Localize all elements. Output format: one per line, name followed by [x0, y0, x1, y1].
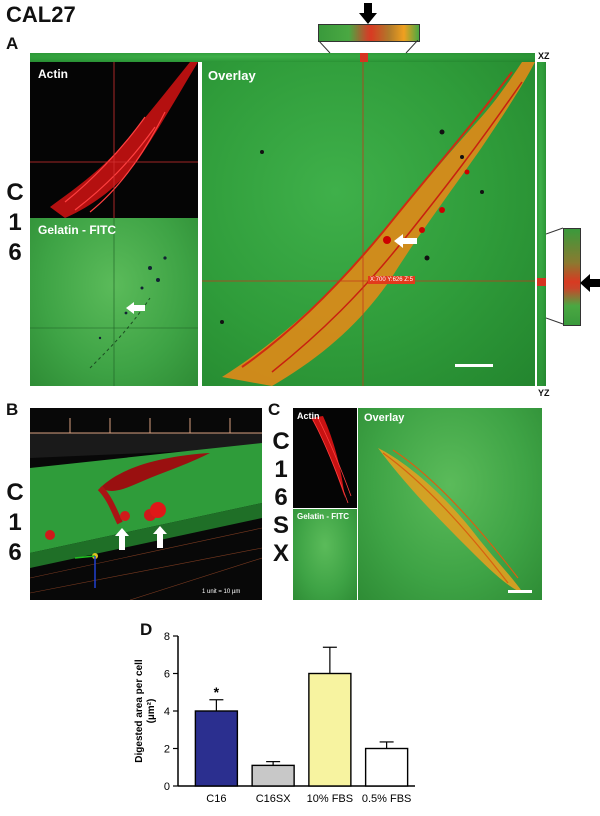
yz-red-spot [537, 278, 546, 286]
gelatin-texture [30, 218, 198, 386]
yz-label: YZ [538, 388, 550, 398]
bar-1 [251, 764, 295, 787]
x-tick-label: C16 [206, 793, 226, 805]
bar-2 [308, 672, 352, 787]
side-letter: 1 [8, 509, 22, 536]
yz-zoom-inset [563, 228, 581, 326]
side-letter: 6 [8, 239, 22, 266]
overlay-cell-shape [378, 448, 532, 593]
actin-cell-shape [30, 62, 198, 218]
xz-zoom-inset [318, 24, 420, 42]
y-axis-label: Digested area per cell [134, 659, 145, 763]
panel-b-letter: B [6, 400, 19, 419]
up-arrow-icon [153, 526, 167, 548]
y-tick-label: 8 [164, 631, 170, 643]
panel-c-gelatin-image: Gelatin - FITC [293, 509, 357, 600]
bar-chart: Digested area per cell (µm²) 0 2 4 6 8 C16 * C1… [134, 631, 415, 805]
gelatin-label: Gelatin - FITC [297, 512, 349, 521]
xz-zoom-lines [318, 40, 418, 54]
side-letter: 6 [274, 484, 288, 511]
left-arrow-icon [126, 302, 145, 314]
actin-label: Actin [297, 411, 320, 421]
side-letter: C [6, 179, 24, 206]
panel-b-3d-image: 1 unit = 10 µm [30, 408, 262, 600]
panel-a-side-label: C 1 6 [4, 178, 26, 268]
yz-strip [537, 62, 546, 386]
x-tick-label: 0.5% FBS [362, 793, 412, 805]
side-letter: C [272, 428, 290, 455]
panel-c-letter: C [268, 400, 281, 419]
y-tick-label: 2 [164, 744, 170, 756]
x-tick-label: C16SX [256, 793, 292, 805]
panel-a-gelatin-image: Gelatin - FITC [30, 218, 198, 386]
panel-c-actin-image: Actin [293, 408, 357, 508]
figure-title: CAL27 [6, 2, 76, 27]
side-letter: 1 [8, 209, 22, 236]
significance-marker: * [214, 684, 220, 700]
left-arrow-icon [580, 274, 600, 292]
panel-a-overlay-image: X:700 Y:626 Z:5 Overlay [202, 62, 535, 386]
yz-zoom-lines [546, 227, 564, 325]
actin-label: Actin [38, 67, 68, 81]
y-axis-unit: (µm²) [146, 699, 157, 724]
y-tick-label: 6 [164, 669, 170, 681]
panel-a-letter: A [6, 34, 19, 53]
scale-text: 1 unit = 10 µm [202, 589, 241, 595]
xz-strip [30, 53, 535, 62]
panel-d-letter: D [140, 620, 153, 639]
x-tick-label: 10% FBS [307, 793, 353, 805]
side-letter: C [6, 479, 24, 506]
overlay-cell-shape [202, 62, 535, 386]
panel-a-actin-image: Actin [30, 62, 198, 218]
xz-label: XZ [538, 51, 550, 61]
side-letter: 6 [8, 539, 22, 566]
xz-red-spot [360, 53, 368, 62]
overlay-label: Overlay [208, 68, 256, 83]
y-tick-label: 0 [164, 781, 170, 793]
crosshair-readout: X:700 Y:626 Z:5 [368, 276, 415, 284]
3d-render [30, 418, 262, 600]
up-arrow-icon [115, 528, 129, 550]
actin-cell-shape [311, 416, 352, 504]
y-tick-label: 4 [164, 706, 170, 718]
side-letter: 1 [274, 456, 288, 483]
down-arrow-icon [359, 3, 377, 24]
panel-c-side-label: C 1 6 S X [270, 428, 292, 568]
side-letter: S [272, 512, 289, 539]
gelatin-label: Gelatin - FITC [38, 223, 116, 237]
overlay-label: Overlay [364, 412, 405, 424]
panel-c-overlay-image: Overlay [358, 408, 542, 600]
bar-0 [194, 710, 239, 787]
panel-b-side-label: C 1 6 [4, 478, 26, 568]
side-letter: X [272, 540, 289, 567]
bar-3 [364, 747, 409, 787]
left-arrow-icon [394, 234, 417, 248]
